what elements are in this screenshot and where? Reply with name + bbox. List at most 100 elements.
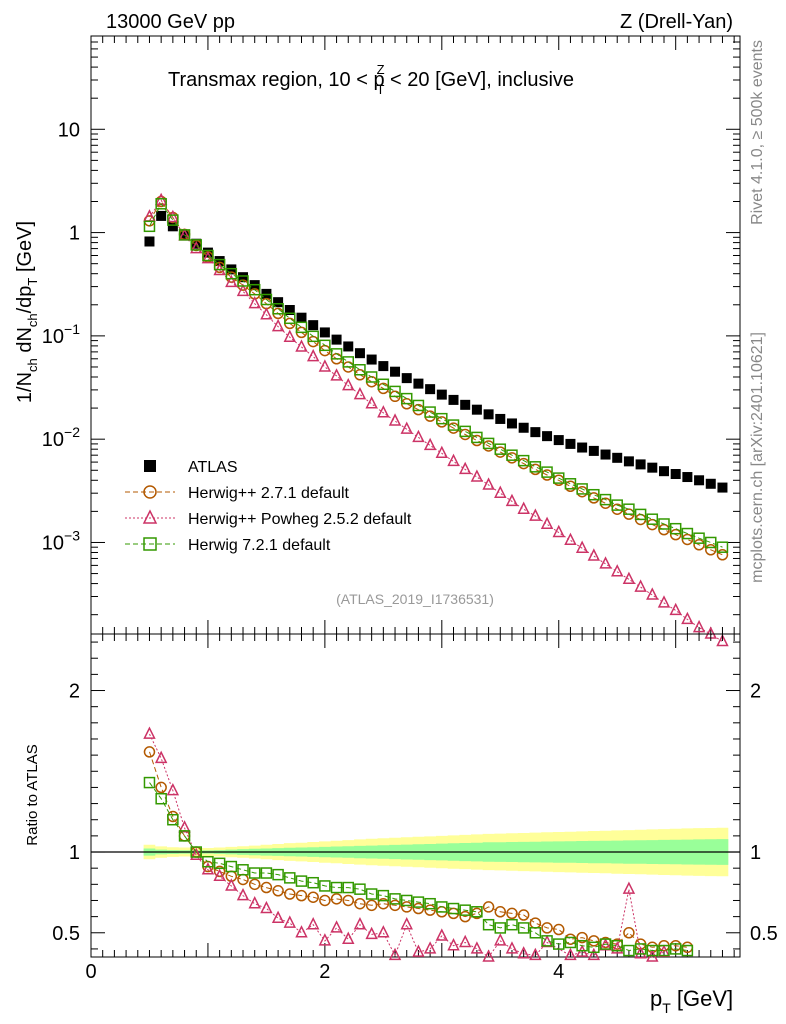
ratio-point <box>471 906 483 918</box>
series-herwig7 <box>143 198 729 553</box>
legend-label: Herwig++ Powheg 2.5.2 default <box>188 511 412 528</box>
ratio-point <box>424 897 436 910</box>
data-point <box>190 239 202 251</box>
data-point <box>271 318 285 332</box>
data-point <box>225 274 238 288</box>
ratio-point <box>377 925 390 938</box>
ratio-y-tick-label: 0.5 <box>52 923 80 945</box>
ratio-point <box>646 944 659 957</box>
data-point <box>693 539 705 551</box>
data-point <box>552 524 565 538</box>
data-point <box>377 405 390 418</box>
data-point <box>365 371 378 383</box>
data-point <box>542 431 553 442</box>
data-point <box>225 267 238 280</box>
ratio-point <box>330 881 343 894</box>
data-point <box>705 544 717 556</box>
ratio-point <box>260 867 273 879</box>
data-point <box>494 443 507 455</box>
data-point <box>635 459 646 470</box>
data-point <box>529 463 542 476</box>
data-point <box>506 452 518 464</box>
data-point <box>494 485 507 498</box>
x-tick-label: 0 <box>85 961 96 983</box>
data-point <box>482 437 495 450</box>
data-point <box>588 488 600 501</box>
data-point <box>390 366 401 377</box>
ratio-point <box>623 944 635 957</box>
data-point <box>366 354 377 365</box>
ratio-point <box>622 881 636 894</box>
legend-label: Herwig 7.2.1 default <box>188 537 331 554</box>
ratio-point <box>400 917 413 930</box>
ratio-point <box>272 868 284 881</box>
data-point <box>283 329 297 342</box>
ratio-point <box>354 897 366 910</box>
ratio-point <box>237 873 249 886</box>
ratio-point <box>541 922 553 934</box>
data-point <box>705 536 717 549</box>
data-point <box>143 220 156 233</box>
ratio-point <box>494 922 507 934</box>
ratio-series <box>143 726 694 962</box>
watermark: (ATLAS_2019_I1736531) <box>336 591 494 607</box>
ratio-point <box>225 878 238 891</box>
data-point <box>460 399 471 410</box>
series-herwigpp <box>143 195 729 561</box>
ratio-point <box>389 893 401 905</box>
ratio-point <box>284 888 296 900</box>
legend-label: Herwig++ 2.7.1 default <box>188 485 350 502</box>
data-point <box>354 364 366 376</box>
ratio-point <box>167 813 179 826</box>
main-y-tick-label: 10−1 <box>42 321 80 348</box>
legend-marker-herwigpp <box>143 485 157 499</box>
data-point <box>658 518 670 530</box>
legend: ATLAS Herwig++ 2.7.1 default Herwig++ Powh… <box>125 459 412 554</box>
data-point <box>202 249 214 262</box>
main-y-tick-label: 10 <box>58 119 80 141</box>
ratio-point <box>412 902 425 915</box>
data-point <box>471 431 483 444</box>
data-point <box>284 305 295 316</box>
ratio-point <box>260 900 273 914</box>
ratio-ticks: 0 2 4 0.5 0.5 1 1 2 2 <box>52 634 778 983</box>
data-point <box>681 533 694 546</box>
ratio-point <box>470 941 484 954</box>
data-point <box>272 303 284 315</box>
ratio-y-tick-label-right: 0.5 <box>750 923 778 945</box>
ratio-point <box>576 939 588 952</box>
ratio-point <box>225 860 238 873</box>
ratio-point <box>611 941 624 954</box>
data-point <box>424 406 436 418</box>
ratio-point <box>541 935 553 947</box>
data-point <box>529 508 542 521</box>
data-point <box>517 454 530 467</box>
ratio-point <box>248 867 261 879</box>
data-point <box>318 359 332 372</box>
data-point <box>458 461 472 475</box>
ratio-series-herwig7 <box>143 776 694 957</box>
data-point <box>541 466 553 478</box>
ratio-point <box>342 881 355 894</box>
ratio-point <box>330 920 343 933</box>
ratio-point <box>377 889 390 902</box>
ratio-point <box>505 941 519 954</box>
data-point <box>435 445 449 459</box>
ratio-point <box>155 781 167 794</box>
data-point <box>717 482 728 493</box>
data-point <box>483 409 494 420</box>
data-point <box>213 258 226 271</box>
ratio-point <box>400 901 413 913</box>
main-y-tick-label: 10−2 <box>42 424 80 451</box>
ratio-point <box>342 931 355 944</box>
data-point <box>353 386 367 400</box>
data-point <box>518 422 529 433</box>
ratio-point <box>447 938 460 951</box>
ratio-point <box>143 776 156 789</box>
ratio-point <box>517 946 530 959</box>
ratio-plot: 0 2 4 0.5 0.5 1 1 2 2 Ratio to ATLAS pT [GeV] <box>24 633 778 1016</box>
x-axis-label: pT [GeV] <box>650 986 733 1016</box>
ratio-point <box>365 926 378 940</box>
ratio-point <box>260 881 273 894</box>
ratio-point <box>213 857 226 870</box>
